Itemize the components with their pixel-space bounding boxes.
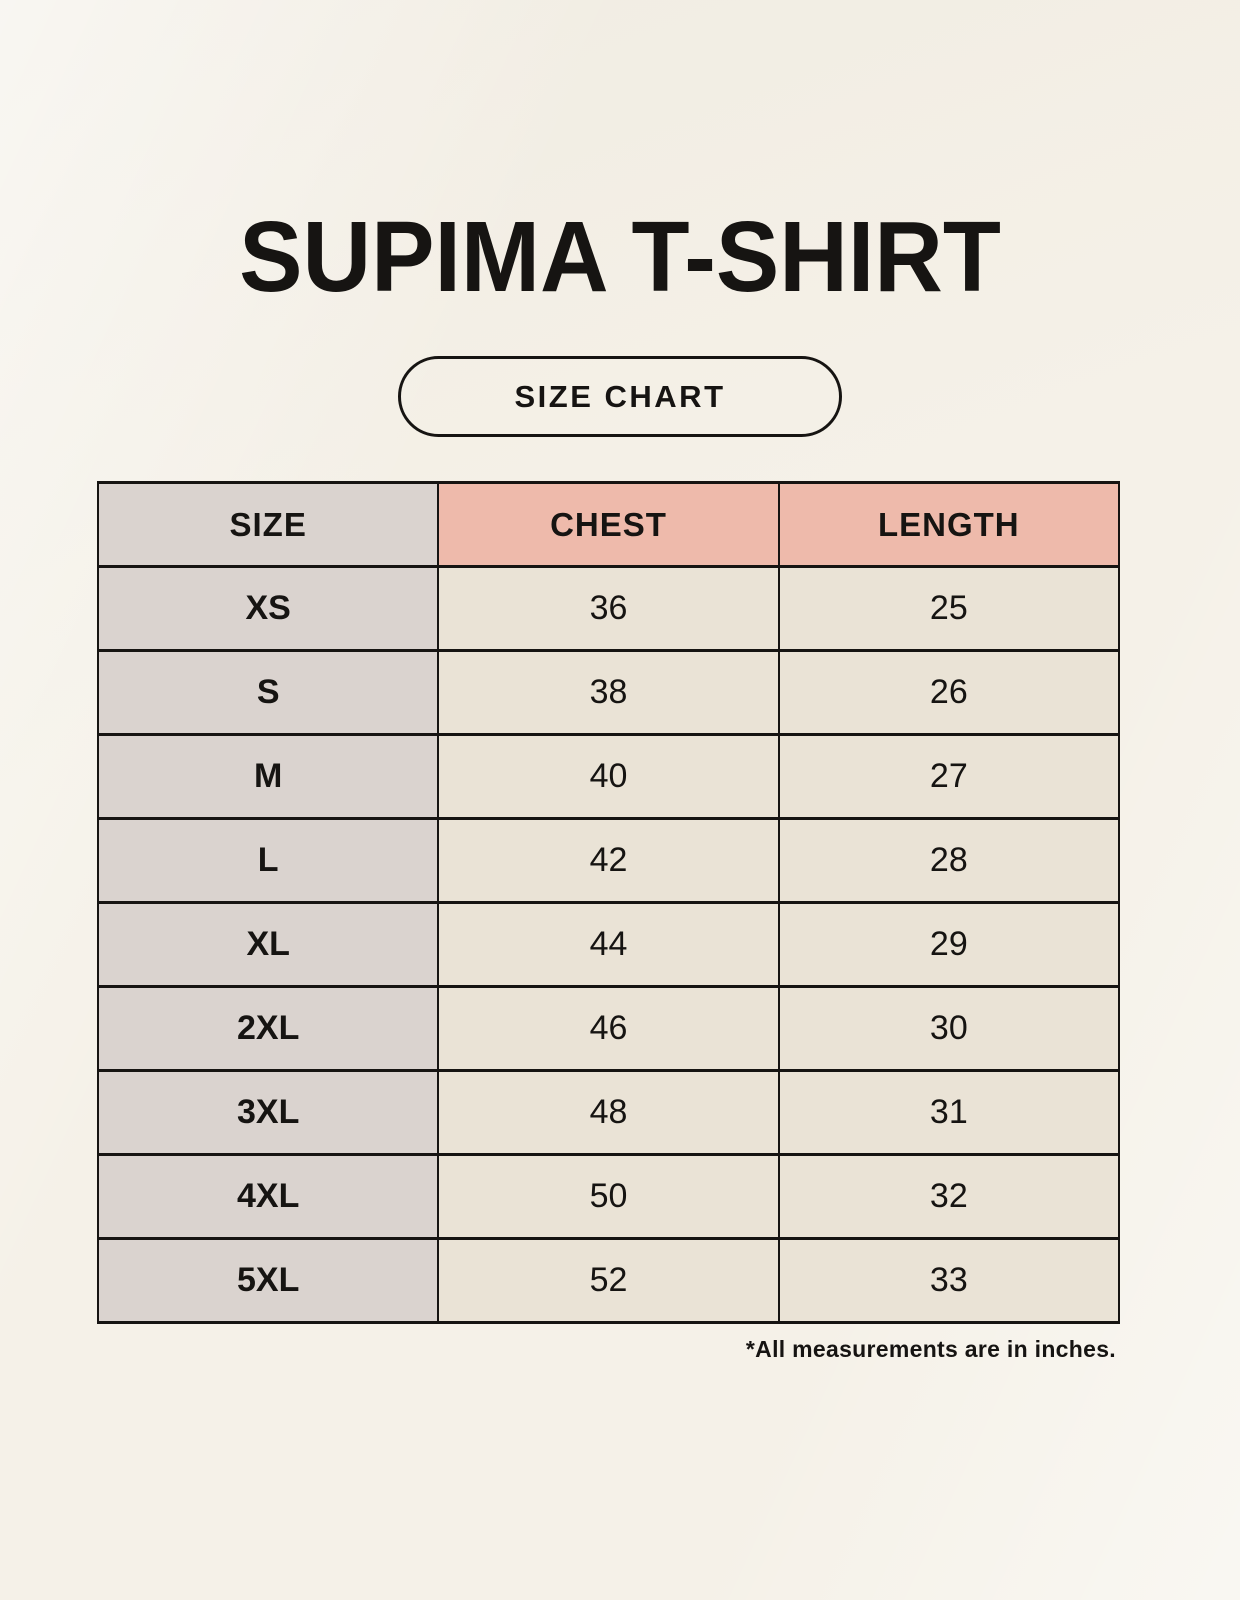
- chest-cell: 36: [437, 565, 780, 652]
- column-header-length: LENGTH: [777, 481, 1121, 568]
- size-cell: 2XL: [96, 985, 440, 1072]
- chest-cell: 40: [437, 733, 780, 820]
- table-row: 5XL 52 33: [96, 1237, 1121, 1324]
- length-cell: 28: [777, 817, 1121, 904]
- chest-cell: 46: [437, 985, 780, 1072]
- chest-cell: 48: [437, 1069, 780, 1156]
- table-row: 2XL 46 30: [96, 985, 1121, 1072]
- chest-cell: 44: [437, 901, 780, 988]
- size-chart-table-container: SIZE CHEST LENGTH XS 36 25 S 38 26 M 40 27 L 42 28 X…: [96, 481, 1121, 1363]
- table-row: 4XL 50 32: [96, 1153, 1121, 1240]
- size-cell: XL: [96, 901, 440, 988]
- measurements-footnote: *All measurements are in inches.: [745, 1336, 1116, 1362]
- length-cell: 27: [777, 733, 1121, 820]
- table-row: XS 36 25: [96, 565, 1121, 652]
- size-cell: M: [96, 733, 440, 820]
- chest-cell: 38: [437, 649, 780, 736]
- size-table-body: XS 36 25 S 38 26 M 40 27 L 42 28 XL 44 29 2XL 46 30 3XL 48 3…: [96, 565, 1121, 1324]
- size-cell: 5XL: [96, 1237, 440, 1324]
- length-cell: 32: [777, 1153, 1121, 1240]
- table-header-row: SIZE CHEST LENGTH: [96, 481, 1121, 568]
- table-row: M 40 27: [96, 733, 1121, 820]
- table-row: XL 44 29: [96, 901, 1121, 988]
- page-title: SUPIMA T-SHIRT: [239, 201, 1001, 313]
- size-cell: XS: [96, 565, 440, 652]
- table-row: L 42 28: [96, 817, 1121, 904]
- size-chart-badge-label: SIZE CHART: [514, 378, 726, 414]
- size-chart-table: SIZE CHEST LENGTH XS 36 25 S 38 26 M 40 27 L 42 28 X…: [96, 481, 1121, 1324]
- column-header-size: SIZE: [96, 481, 440, 568]
- length-cell: 25: [777, 565, 1121, 652]
- size-cell: S: [96, 649, 440, 736]
- length-cell: 31: [777, 1069, 1121, 1156]
- size-cell: L: [96, 817, 440, 904]
- size-cell: 3XL: [96, 1069, 440, 1156]
- size-chart-badge: SIZE CHART: [398, 356, 842, 437]
- table-row: 3XL 48 31: [96, 1069, 1121, 1156]
- table-header: SIZE CHEST LENGTH: [96, 481, 1121, 568]
- size-cell: 4XL: [96, 1153, 440, 1240]
- chest-cell: 50: [437, 1153, 780, 1240]
- length-cell: 33: [777, 1237, 1121, 1324]
- chest-cell: 52: [437, 1237, 780, 1324]
- length-cell: 26: [777, 649, 1121, 736]
- column-header-chest: CHEST: [437, 481, 780, 568]
- chest-cell: 42: [437, 817, 780, 904]
- table-row: S 38 26: [96, 649, 1121, 736]
- length-cell: 29: [777, 901, 1121, 988]
- length-cell: 30: [777, 985, 1121, 1072]
